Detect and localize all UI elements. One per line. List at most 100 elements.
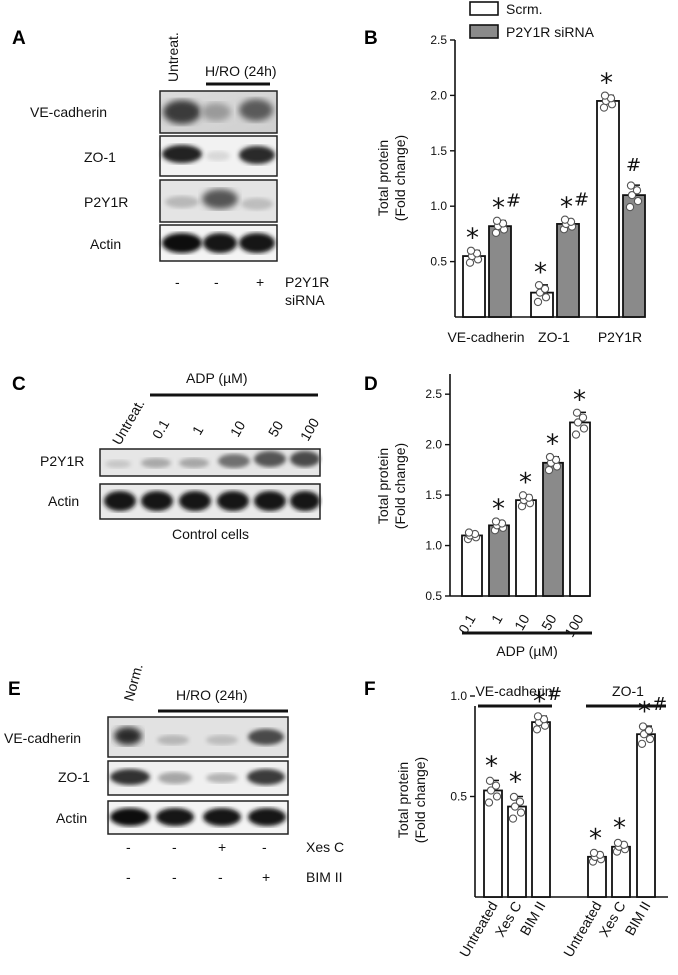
sign-bim: -	[218, 869, 223, 885]
chart-b-point	[466, 246, 476, 255]
chart-d-category-label: 1	[488, 611, 506, 626]
chart-b-significance-star: *	[534, 258, 547, 288]
chart-b-bar	[596, 100, 620, 318]
chart-b-ylabel: (Fold change)	[392, 135, 408, 221]
chart-f-point	[638, 722, 648, 731]
chart-f-point	[484, 798, 494, 807]
chart-d-point	[491, 517, 501, 526]
chart-b-significance-star: *	[600, 68, 613, 98]
panel-e: E Norm. H/RO (24h) VE-cadherin ZO-1 A	[4, 662, 344, 885]
sign-xes: -	[172, 839, 177, 855]
bim-ii-label: BIM II	[306, 869, 343, 885]
chart-d-category-label: 50	[538, 611, 560, 633]
chart-b-y-tick-label: 1.0	[430, 199, 447, 213]
sign-xes: -	[262, 839, 267, 855]
chart-f-bar	[636, 733, 656, 898]
row-label-p2y1r: P2Y1R	[84, 194, 128, 210]
chart-f-significance-star: *	[589, 824, 602, 854]
sign-xes: +	[218, 839, 226, 855]
legend-label-scrm: Scrm.	[506, 1, 543, 17]
chart-f-category-label: BIM II	[621, 899, 653, 939]
legend-swatch-scrm	[469, 1, 499, 16]
chart-d-point	[573, 418, 583, 427]
blot-e-ve-cadherin	[107, 716, 289, 758]
conc-label: 10	[227, 418, 249, 440]
chart-f-category-label: BIM II	[516, 899, 548, 939]
row-label-ve-cadherin: VE-cadherin	[30, 104, 107, 120]
lane-untreated-label-c: Untreat.	[109, 396, 148, 447]
sign-a-3: +	[256, 274, 264, 290]
chart-d-y-tick-label: 2.0	[425, 438, 442, 452]
chart-f-significance-star: *	[613, 814, 626, 844]
conc-label: 0.1	[149, 416, 173, 441]
panel-a-letter: A	[12, 28, 26, 49]
chart-f-point	[589, 848, 599, 858]
chart-b-point	[534, 281, 544, 290]
chart-b-point	[491, 228, 501, 237]
sign-a-2: -	[214, 274, 219, 290]
chart-b-category-label: ZO-1	[538, 329, 570, 345]
chart-b-point	[600, 91, 610, 100]
chart-b-point	[560, 215, 570, 224]
blot-e-zo1	[107, 760, 289, 796]
chart-f-y-tick-label: 0.5	[450, 790, 467, 804]
hro-group-label: H/RO (24h)	[205, 63, 277, 79]
chart-f-point	[532, 725, 542, 734]
chart-d-significance-star: *	[546, 430, 559, 460]
chart-b-significance-hash: #	[626, 155, 641, 176]
panel-c: C Untreat. ADP (µM) 0.1 1 10 50 100 P2Y1…	[12, 370, 322, 542]
chart-b-y-tick-label: 2.5	[430, 33, 447, 47]
blot-c-actin	[99, 483, 321, 520]
conc-label: 1	[189, 423, 207, 438]
chart-b-point	[540, 284, 550, 294]
chart-b-y-tick-label: 2.0	[430, 88, 447, 102]
blot-a-p2y1r	[159, 179, 278, 223]
sign-bim: +	[262, 869, 270, 885]
chart-d-y-tick-label: 2.5	[425, 387, 442, 401]
chart-d-y-tick-label: 1.0	[425, 539, 442, 553]
chart-b-significance-star: *	[492, 194, 505, 224]
chart-b-point	[633, 196, 643, 206]
chart-d-point	[572, 408, 582, 417]
chart-b-point	[599, 103, 609, 112]
chart-f-ylabel: Total protein	[395, 762, 411, 838]
hro-group-label-e: H/RO (24h)	[176, 687, 248, 703]
chart-d-significance-star: *	[519, 468, 532, 498]
chart-b-y-tick-label: 0.5	[430, 255, 447, 269]
chart-d-point	[579, 424, 589, 433]
sign-xes: -	[126, 839, 131, 855]
treatment-label-p2y1r: P2Y1R	[285, 274, 329, 290]
chart-f-significance-star: *	[638, 697, 651, 727]
chart-f-point	[491, 781, 501, 790]
chart-b-category-label: P2Y1R	[598, 329, 642, 345]
chart-d-bar	[488, 524, 510, 597]
chart-b-point	[627, 190, 637, 200]
adp-group-label: ADP (µM)	[186, 370, 247, 386]
lane-norm-label: Norm.	[120, 662, 145, 703]
chart-b-category-label: VE-cadherin	[447, 329, 524, 345]
chart-f-point	[509, 792, 519, 802]
lane-untreated-label: Untreat.	[165, 32, 181, 82]
chart-b-ylabel: Total protein	[375, 140, 391, 216]
row-label-p2y1r-c: P2Y1R	[40, 453, 84, 469]
chart-f-point	[508, 814, 518, 823]
chart-b-y-tick-label: 1.5	[430, 144, 447, 158]
chart-d-bar	[515, 499, 537, 597]
control-cells-caption: Control cells	[172, 526, 249, 542]
conc-label: 100	[297, 415, 323, 443]
chart-d-point	[464, 528, 474, 537]
row-label-zo1: ZO-1	[84, 149, 116, 165]
chart-f-bar	[483, 789, 503, 898]
blot-e-actin	[107, 800, 289, 835]
legend-swatch-p2y1r-sirna	[469, 24, 499, 39]
chart-f-point	[485, 776, 495, 785]
row-label-zo1-e: ZO-1	[58, 769, 90, 785]
panel-f-letter: F	[364, 679, 376, 700]
chart-f-point	[486, 786, 496, 795]
row-label-actin-c: Actin	[48, 493, 79, 509]
xes-c-label: Xes C	[306, 839, 344, 855]
sign-bim: -	[172, 869, 177, 885]
chart-b-bar	[622, 194, 646, 318]
